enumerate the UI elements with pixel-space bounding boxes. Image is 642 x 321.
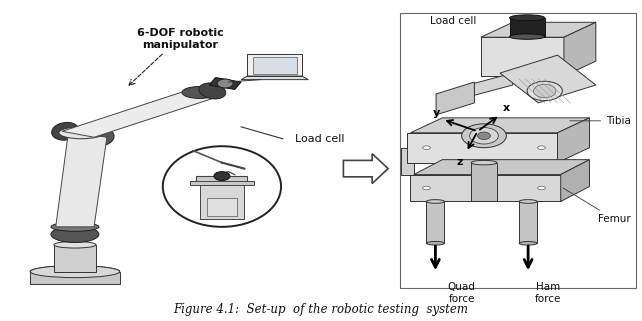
Bar [399,13,636,288]
Bar [510,18,544,37]
Text: Tibia: Tibia [570,116,631,126]
Bar [410,175,560,202]
Ellipse shape [87,128,114,146]
Polygon shape [413,160,589,175]
Text: y: y [433,108,440,118]
Polygon shape [560,160,589,202]
Text: Quad
force: Quad force [447,282,476,304]
Ellipse shape [30,266,119,278]
Ellipse shape [422,186,430,190]
Bar [54,245,96,272]
Text: Femur: Femur [563,188,631,224]
Ellipse shape [527,81,562,101]
Ellipse shape [469,127,498,144]
Ellipse shape [519,241,537,245]
Bar [471,163,497,202]
Ellipse shape [422,146,430,150]
Polygon shape [481,22,596,37]
Bar [426,202,444,243]
Text: Figure 4.1:  Set-up  of the robotic testing  system: Figure 4.1: Set-up of the robotic testin… [173,303,469,316]
Ellipse shape [182,86,217,99]
FancyArrow shape [343,154,388,184]
Ellipse shape [59,127,103,139]
Ellipse shape [534,84,556,98]
Text: Ham
force: Ham force [535,282,561,304]
Polygon shape [436,82,474,115]
Bar [519,202,537,243]
Ellipse shape [217,79,233,88]
Polygon shape [481,37,564,76]
Ellipse shape [538,186,545,190]
Text: Load cell: Load cell [429,16,476,26]
Ellipse shape [538,146,545,150]
Ellipse shape [199,83,226,99]
Bar [207,198,237,216]
Polygon shape [56,131,107,227]
Bar [401,148,413,175]
Polygon shape [500,55,596,103]
Ellipse shape [51,222,99,231]
Ellipse shape [462,124,507,148]
Ellipse shape [519,200,537,203]
Ellipse shape [510,34,544,39]
Ellipse shape [478,132,490,140]
Ellipse shape [510,15,544,21]
Polygon shape [557,118,589,163]
Ellipse shape [471,160,497,165]
Ellipse shape [30,266,119,278]
Polygon shape [564,22,596,76]
Ellipse shape [54,241,96,248]
Text: 6-DOF robotic
manipulator: 6-DOF robotic manipulator [137,28,224,50]
Bar [190,180,254,185]
Ellipse shape [426,200,444,203]
Text: z: z [456,157,463,167]
Bar [407,133,557,163]
Polygon shape [241,76,308,80]
Bar [252,57,297,74]
Bar [247,54,302,76]
Bar [200,184,245,219]
Bar [196,176,247,184]
Ellipse shape [51,122,79,140]
Ellipse shape [51,226,99,243]
Text: x: x [503,103,510,113]
Polygon shape [62,90,222,137]
Bar [30,272,119,283]
Polygon shape [209,78,241,90]
Ellipse shape [426,241,444,245]
Polygon shape [410,118,589,133]
Ellipse shape [163,146,281,227]
Ellipse shape [214,172,230,180]
Text: Load cell: Load cell [295,134,345,144]
Polygon shape [468,73,513,97]
